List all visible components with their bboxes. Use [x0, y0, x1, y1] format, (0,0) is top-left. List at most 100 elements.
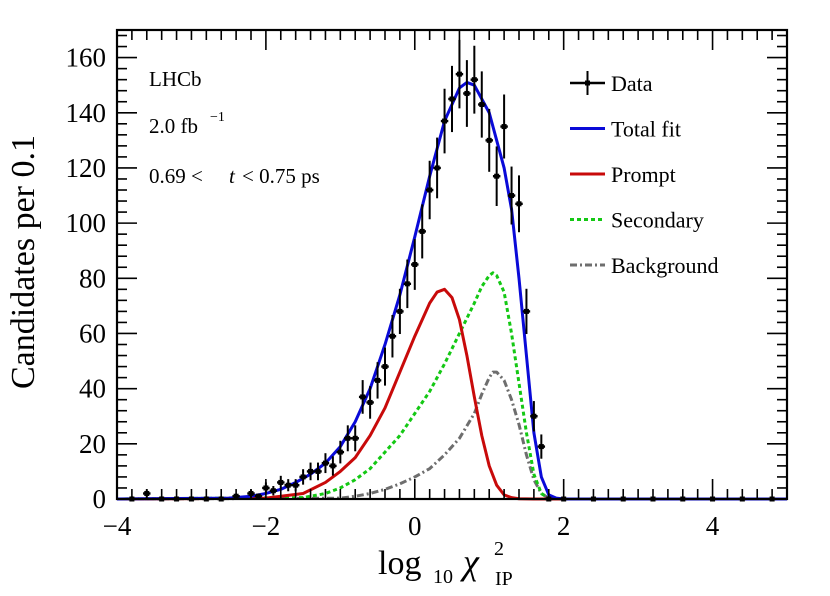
- y-tick-label: 0: [93, 484, 107, 514]
- data-point: [277, 475, 285, 490]
- data-point: [388, 314, 397, 358]
- y-tick-label: 140: [66, 98, 107, 128]
- y-tick-label: 160: [66, 43, 107, 73]
- axes-frame: [115, 28, 789, 501]
- data-point-marker: [494, 173, 500, 179]
- y-tick-label: 80: [79, 263, 106, 293]
- data-point-marker: [270, 488, 276, 494]
- data-point-marker: [308, 468, 314, 474]
- legend-label: Data: [611, 71, 653, 96]
- data-point: [440, 88, 449, 154]
- data-point: [314, 462, 322, 481]
- y-tick-label: 100: [66, 208, 107, 238]
- data-point: [455, 39, 464, 109]
- data-point-marker: [300, 474, 306, 480]
- data-point-marker: [389, 333, 395, 339]
- data-point: [515, 175, 523, 233]
- x-axis-label-subIP: IP: [495, 568, 513, 590]
- info-annotations: LHCb 2.0 fb −1 0.69 < t < 0.75 ps: [149, 67, 320, 188]
- y-tick-label: 120: [66, 153, 107, 183]
- x-axis-label-chi: χ: [460, 542, 480, 582]
- data-point: [478, 71, 486, 138]
- data-point: [448, 65, 456, 133]
- x-tick-label: −2: [252, 511, 281, 541]
- data-point: [485, 108, 493, 172]
- data-point-marker: [352, 435, 358, 441]
- data-point-marker: [442, 118, 448, 124]
- data-point-marker: [449, 96, 455, 102]
- x-tick-label: 4: [706, 511, 720, 541]
- data-point: [522, 288, 531, 335]
- data-point-marker: [397, 308, 403, 314]
- data-point: [411, 239, 419, 290]
- data-point: [284, 479, 292, 492]
- data-point-marker: [330, 463, 336, 469]
- data-point: [373, 362, 382, 399]
- y-tick-label: 40: [79, 374, 106, 404]
- plot-frame: [115, 28, 789, 501]
- legend-label: Total fit: [611, 117, 681, 142]
- data-point-marker: [360, 394, 366, 400]
- data-point-marker: [501, 124, 507, 130]
- data-point: [381, 347, 389, 386]
- data-point-marker: [278, 479, 284, 485]
- data-point-marker: [531, 413, 537, 419]
- data-point-marker: [471, 77, 477, 83]
- data-point-marker: [434, 165, 440, 171]
- data-point-marker: [255, 493, 261, 499]
- data-point-marker: [523, 308, 529, 314]
- data-point-marker: [419, 228, 425, 234]
- x-axis-label-sub10: 10: [433, 566, 453, 588]
- data-point-marker: [427, 187, 433, 193]
- y-tick-label: 60: [79, 318, 106, 348]
- data-point-marker: [345, 435, 351, 441]
- data-point-marker: [516, 201, 522, 207]
- x-tick-label: −4: [103, 511, 132, 541]
- data-point-marker: [412, 262, 418, 267]
- legend-label: Secondary: [611, 208, 704, 233]
- data-point-marker: [367, 399, 373, 405]
- data-point-marker: [375, 377, 381, 383]
- lumi-sup-label: −1: [210, 110, 225, 125]
- legend: Data Total fit Prompt Secondary Background: [570, 71, 719, 278]
- y-axis-label: Candidates per 0.1: [5, 135, 42, 389]
- data-point-marker: [464, 90, 470, 96]
- data-point: [358, 380, 367, 414]
- experiment-label: LHCb: [149, 67, 202, 91]
- data-point: [433, 137, 441, 199]
- time-range-low: 0.69 <: [149, 164, 203, 188]
- data-point-marker: [479, 101, 485, 107]
- data-point: [366, 386, 374, 419]
- legend-entry-secondary: Secondary: [570, 208, 704, 233]
- data-point-marker: [456, 71, 462, 77]
- data-point: [336, 440, 345, 464]
- x-axis-ticks: −4 −2 0 2 4: [103, 30, 788, 541]
- data-point: [269, 486, 278, 496]
- data-point-marker: [509, 193, 515, 199]
- fit-curves: [116, 80, 787, 501]
- data-point: [537, 434, 546, 459]
- series-line-prompt: [116, 287, 787, 501]
- legend-entry-prompt: Prompt: [570, 162, 676, 187]
- legend-entry-data: Data: [570, 71, 653, 96]
- data-point: [299, 469, 307, 485]
- y-tick-label: 20: [79, 429, 106, 459]
- time-variable: t: [229, 164, 236, 188]
- data-point: [470, 45, 479, 114]
- time-range-high: < 0.75 ps: [242, 164, 320, 188]
- data-point: [344, 425, 352, 452]
- lumi-label: 2.0 fb: [149, 114, 198, 138]
- data-point: [507, 166, 516, 225]
- x-tick-label: 0: [408, 511, 422, 541]
- legend-entry-background: Background: [570, 253, 719, 278]
- series-line-total-fit: [116, 80, 787, 501]
- data-point: [321, 453, 330, 474]
- data-point: [463, 60, 471, 127]
- data-point-marker: [337, 449, 343, 455]
- y-axis-ticks: 0 20 40 60 80 100 120 140 160: [66, 34, 787, 514]
- data-point: [396, 288, 404, 335]
- legend-label: Background: [611, 253, 719, 278]
- data-point: [329, 456, 337, 476]
- data-point-marker: [322, 460, 328, 466]
